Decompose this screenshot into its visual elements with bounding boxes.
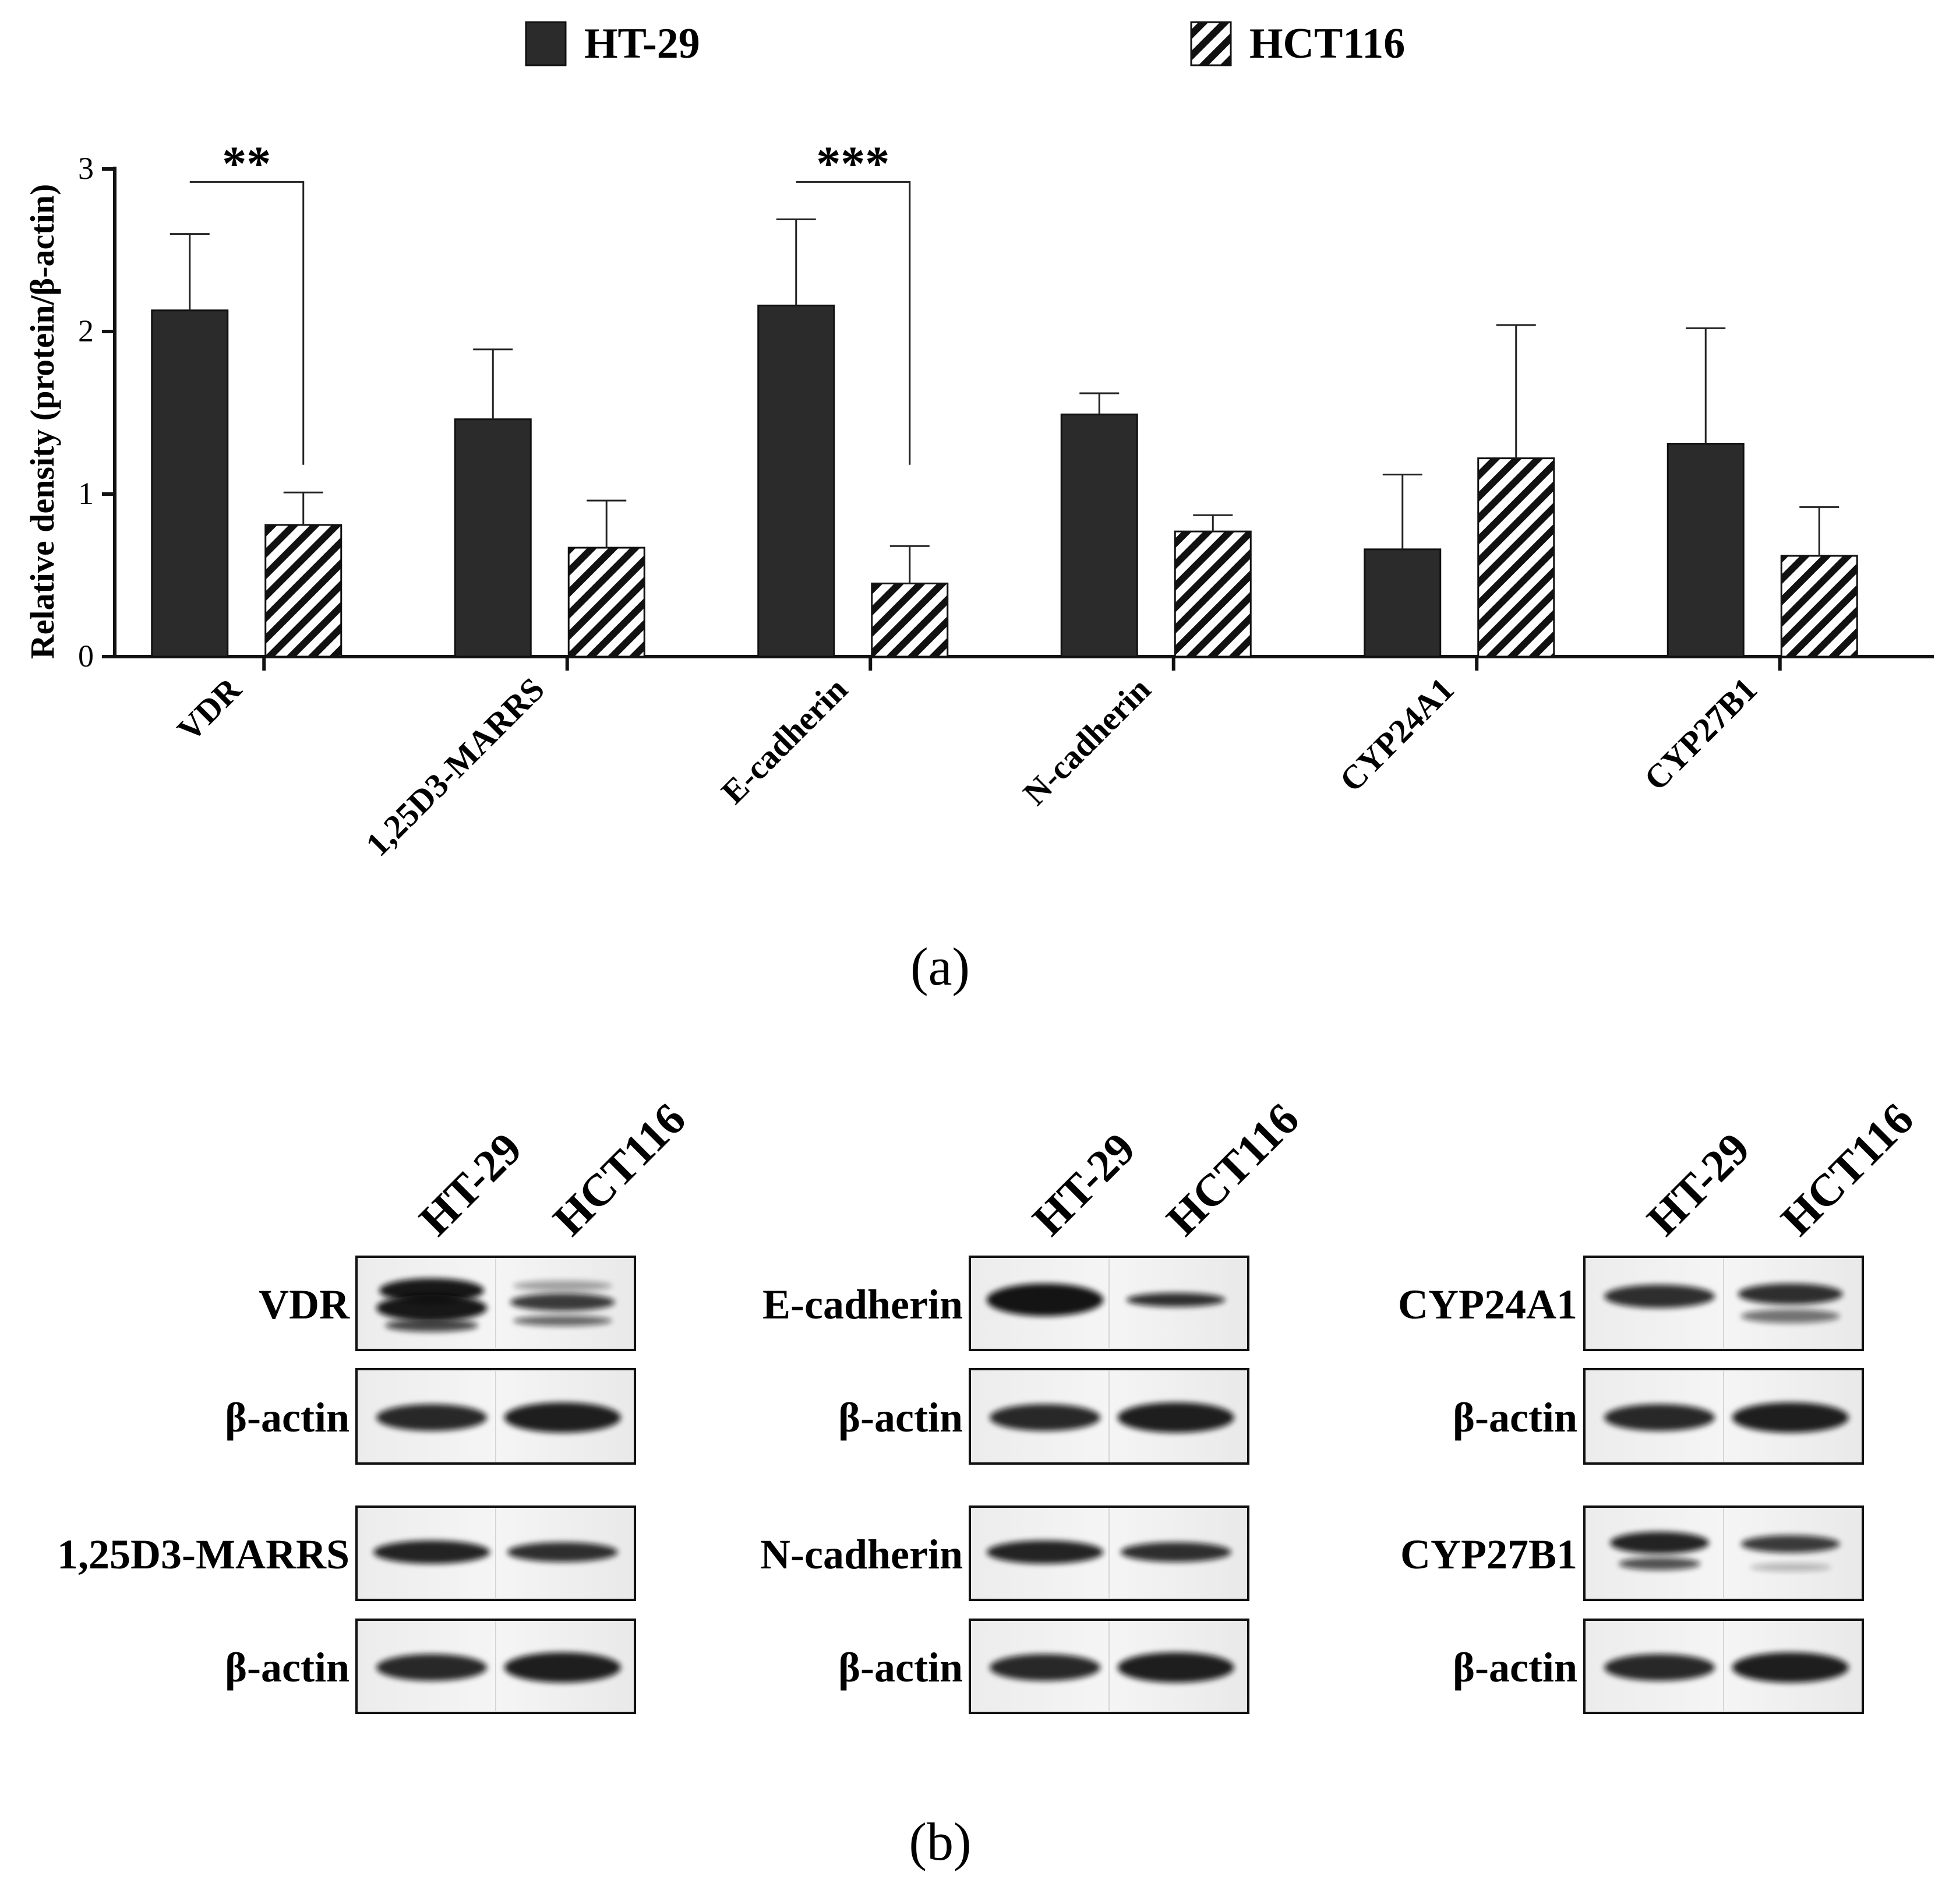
bar-ht29 — [1364, 548, 1442, 658]
band — [513, 1316, 612, 1326]
blot-row-label: β-actin — [225, 1644, 349, 1691]
bar-hct116 — [264, 524, 343, 658]
blot-row-label: β-actin — [838, 1394, 963, 1441]
band — [510, 1293, 615, 1311]
band — [1732, 1652, 1849, 1683]
bar-ht29 — [454, 418, 532, 658]
blot-row-label: N-cadherin — [760, 1531, 963, 1578]
blot-row — [969, 1368, 1249, 1465]
band — [504, 1402, 621, 1433]
blot-row-label: 1,25D3-MARRS — [57, 1531, 349, 1578]
blot-row — [1583, 1368, 1864, 1465]
x-tick-label: N-cadherin — [1016, 670, 1158, 812]
blot-row — [969, 1619, 1249, 1714]
x-tick-label: VDR — [170, 669, 249, 749]
blot-row-label: β-actin — [225, 1394, 349, 1441]
blot-row — [355, 1505, 636, 1601]
bar-hct116 — [1780, 555, 1858, 658]
bar-ht29 — [151, 309, 229, 658]
panel-b-label: (b) — [909, 1812, 971, 1871]
blot-row-label: E-cadherin — [762, 1281, 963, 1328]
legend-label: HT-29 — [584, 20, 700, 68]
band — [513, 1281, 612, 1291]
legend-swatch-hct116 — [1190, 21, 1232, 66]
band — [1749, 1563, 1831, 1571]
blot-row — [1583, 1505, 1864, 1601]
legend-swatch-ht29 — [525, 21, 567, 66]
blot-row-label: β-actin — [1453, 1644, 1577, 1691]
bar-hct116 — [1174, 530, 1252, 658]
band — [1117, 1402, 1234, 1433]
y-tick-label: 3 — [78, 151, 94, 186]
lane-label: HT-29 — [1637, 1123, 1760, 1245]
panel-a-label: (a) — [910, 937, 970, 996]
band — [1619, 1557, 1701, 1570]
band — [1738, 1284, 1843, 1304]
band — [1604, 1654, 1715, 1681]
lane-label: HT-29 — [1023, 1123, 1145, 1245]
western-blot-panel: HT-29 HCT116VDRβ-actin1,25D3-MARRSβ-actin… — [57, 1093, 1923, 1714]
band — [376, 1404, 488, 1431]
bar-hct116 — [1477, 457, 1555, 658]
significance-bracket — [796, 181, 911, 465]
legend: HT-29 HCT116 — [525, 20, 1405, 68]
bar-ht29 — [757, 304, 835, 658]
bar-hct116 — [871, 582, 949, 658]
blot-row — [355, 1619, 636, 1714]
blot-row-label: VDR — [259, 1281, 350, 1328]
band — [1740, 1535, 1840, 1553]
band — [1117, 1652, 1234, 1683]
blot-row — [1583, 1619, 1864, 1714]
significance-label: *** — [816, 136, 889, 191]
y-tick-label: 0 — [78, 639, 94, 674]
blot-row-label: CYP27B1 — [1400, 1531, 1577, 1578]
band — [373, 1540, 490, 1564]
band — [1604, 1404, 1715, 1431]
x-tick-label: E-cadherin — [714, 670, 855, 811]
lane-label: HCT116 — [543, 1093, 695, 1245]
bar-ht29 — [1666, 443, 1745, 658]
x-tick-label: CYP24A1 — [1332, 670, 1461, 799]
blot-row — [969, 1505, 1249, 1601]
band — [1732, 1402, 1849, 1433]
band — [990, 1404, 1101, 1431]
x-tick-label: CYP27B1 — [1637, 670, 1764, 798]
band — [990, 1654, 1101, 1681]
band — [385, 1319, 479, 1332]
bar-ht29 — [1060, 413, 1138, 658]
x-tick-label: 1,25D3-MARRS — [358, 670, 552, 863]
band — [376, 1654, 488, 1681]
band — [987, 1284, 1104, 1316]
bar-chart: 0 1 2 3 Relative density (protein/β-actin) VD… — [23, 136, 1934, 863]
lane-label: HCT116 — [1771, 1093, 1923, 1245]
y-axis-label: Relative density (protein/β-actin) — [23, 184, 61, 660]
blot-row-label: β-actin — [838, 1644, 963, 1691]
band — [1740, 1309, 1840, 1323]
significance-label: ** — [222, 136, 271, 191]
band — [1610, 1532, 1710, 1554]
band — [987, 1540, 1104, 1564]
band — [1126, 1293, 1226, 1307]
bar-hct116 — [567, 546, 645, 658]
blot-row — [355, 1368, 636, 1465]
blot-row-label: CYP24A1 — [1398, 1281, 1577, 1328]
y-tick-label: 2 — [78, 313, 94, 348]
blot-row-label: β-actin — [1453, 1394, 1577, 1441]
band — [1120, 1542, 1231, 1562]
y-tick-label: 1 — [78, 476, 94, 511]
lane-label: HT-29 — [409, 1123, 532, 1245]
band — [1604, 1285, 1715, 1308]
legend-label: HCT116 — [1249, 20, 1405, 68]
lane-label: HCT116 — [1157, 1093, 1309, 1245]
significance-bracket — [189, 181, 305, 465]
blot-row — [1583, 1256, 1864, 1351]
band — [376, 1295, 488, 1321]
band — [504, 1652, 621, 1683]
blot-row — [355, 1256, 636, 1351]
blot-row — [969, 1256, 1249, 1351]
band — [507, 1542, 618, 1562]
